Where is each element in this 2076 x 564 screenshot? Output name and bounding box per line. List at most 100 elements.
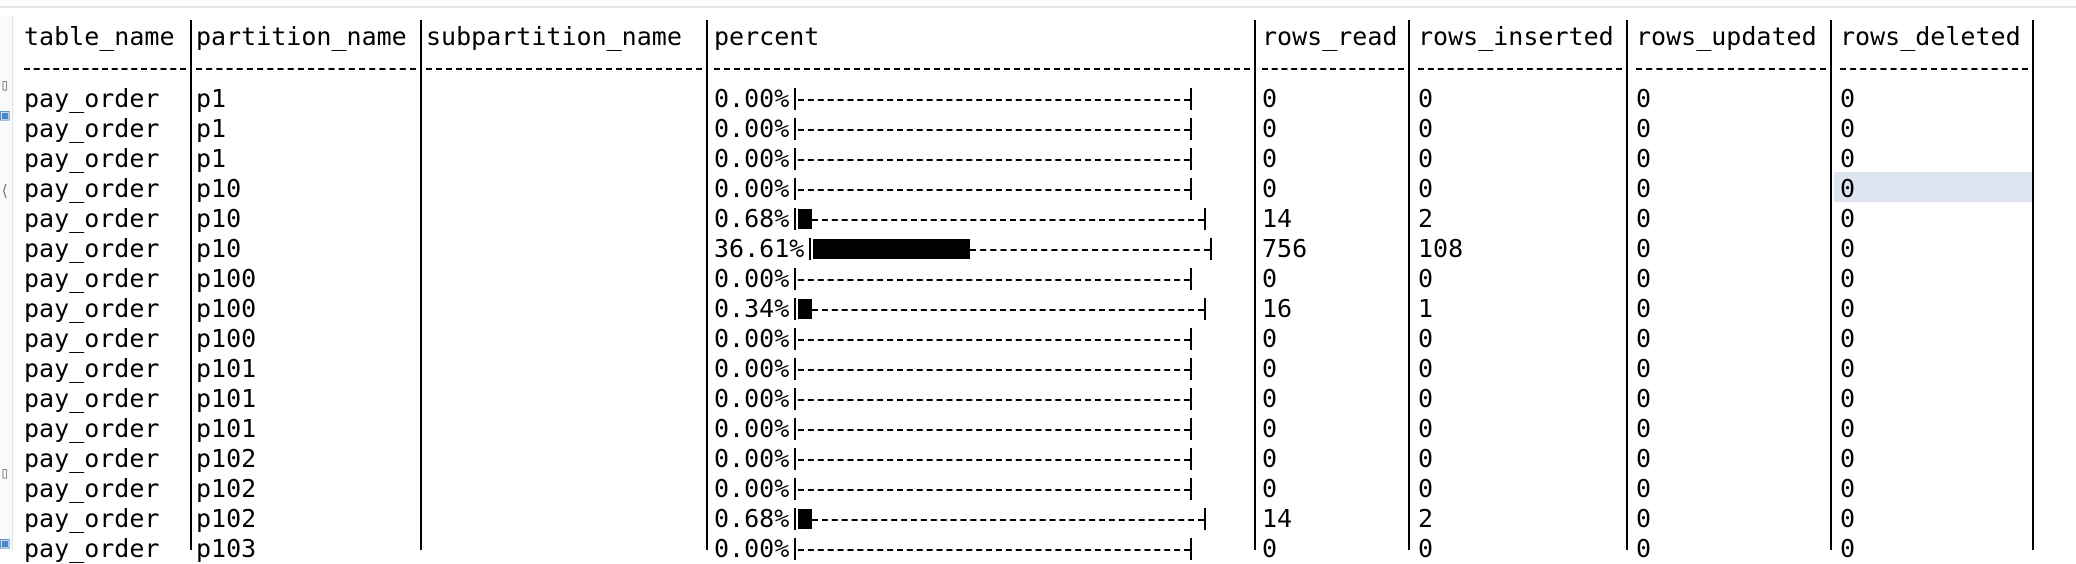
column-header-subpartition-name[interactable]: subpartition_name bbox=[426, 22, 682, 51]
rows-read-cell[interactable]: 0 bbox=[1262, 534, 1278, 563]
column-header-rows-read[interactable]: rows_read bbox=[1262, 22, 1398, 51]
partition-name-cell[interactable]: p103 bbox=[196, 534, 257, 563]
rows-updated-cell[interactable]: 0 bbox=[1636, 114, 1652, 143]
rows-updated-cell[interactable]: 0 bbox=[1636, 324, 1652, 353]
rows-read-cell[interactable]: 0 bbox=[1262, 174, 1278, 203]
table-name-cell[interactable]: pay_order bbox=[24, 144, 160, 173]
column-header-partition-name[interactable]: partition_name bbox=[196, 22, 407, 51]
table-name-cell[interactable]: pay_order bbox=[24, 324, 160, 353]
partition-name-cell[interactable]: p1 bbox=[196, 144, 227, 173]
rows-inserted-cell[interactable]: 0 bbox=[1418, 144, 1434, 173]
rows-deleted-cell[interactable]: 0 bbox=[1840, 534, 1856, 563]
table-name-cell[interactable]: pay_order bbox=[24, 354, 160, 383]
layout-icon[interactable]: ▣ bbox=[0, 108, 10, 124]
partition-name-cell[interactable]: p100 bbox=[196, 264, 257, 293]
rows-read-cell[interactable]: 0 bbox=[1262, 264, 1278, 293]
column-header-rows-inserted[interactable]: rows_inserted bbox=[1418, 22, 1614, 51]
rows-read-cell[interactable]: 0 bbox=[1262, 474, 1278, 503]
table-name-cell[interactable]: pay_order bbox=[24, 174, 160, 203]
rows-read-cell[interactable]: 0 bbox=[1262, 114, 1278, 143]
rows-deleted-cell[interactable]: 0 bbox=[1840, 144, 1856, 173]
table-name-cell[interactable]: pay_order bbox=[24, 534, 160, 563]
rows-updated-cell[interactable]: 0 bbox=[1636, 504, 1652, 533]
table-name-cell[interactable]: pay_order bbox=[24, 504, 160, 533]
rows-deleted-cell[interactable]: 0 bbox=[1840, 114, 1856, 143]
rows-read-cell[interactable]: 0 bbox=[1262, 84, 1278, 113]
column-header-rows-updated[interactable]: rows_updated bbox=[1636, 22, 1817, 51]
rows-deleted-cell[interactable]: 0 bbox=[1840, 294, 1856, 323]
rows-inserted-cell[interactable]: 0 bbox=[1418, 444, 1434, 473]
table-name-cell[interactable]: pay_order bbox=[24, 474, 160, 503]
rows-deleted-cell[interactable]: 0 bbox=[1840, 504, 1856, 533]
rows-inserted-cell[interactable]: 0 bbox=[1418, 534, 1434, 563]
toggle-icon[interactable]: ⟨ bbox=[0, 184, 10, 200]
partition-name-cell[interactable]: p10 bbox=[196, 234, 242, 263]
rows-deleted-cell[interactable]: 0 bbox=[1840, 204, 1856, 233]
partition-name-cell[interactable]: p102 bbox=[196, 474, 257, 503]
rows-updated-cell[interactable]: 0 bbox=[1636, 234, 1652, 263]
partition-name-cell[interactable]: p1 bbox=[196, 84, 227, 113]
rows-read-cell[interactable]: 16 bbox=[1262, 294, 1293, 323]
rows-read-cell[interactable]: 0 bbox=[1262, 414, 1278, 443]
partition-name-cell[interactable]: p1 bbox=[196, 114, 227, 143]
table-name-cell[interactable]: pay_order bbox=[24, 384, 160, 413]
rows-inserted-cell[interactable]: 108 bbox=[1418, 234, 1464, 263]
partition-name-cell[interactable]: p101 bbox=[196, 414, 257, 443]
table-name-cell[interactable]: pay_order bbox=[24, 234, 160, 263]
rows-updated-cell[interactable]: 0 bbox=[1636, 144, 1652, 173]
rows-inserted-cell[interactable]: 0 bbox=[1418, 264, 1434, 293]
rows-deleted-cell[interactable]: 0 bbox=[1840, 324, 1856, 353]
rows-deleted-cell[interactable]: 0 bbox=[1840, 264, 1856, 293]
rows-updated-cell[interactable]: 0 bbox=[1636, 84, 1652, 113]
rows-inserted-cell[interactable]: 0 bbox=[1418, 114, 1434, 143]
rows-read-cell[interactable]: 0 bbox=[1262, 324, 1278, 353]
partition-name-cell[interactable]: p101 bbox=[196, 354, 257, 383]
partition-name-cell[interactable]: p102 bbox=[196, 444, 257, 473]
layout-icon[interactable]: ▣ bbox=[0, 536, 10, 552]
rows-updated-cell[interactable]: 0 bbox=[1636, 294, 1652, 323]
partition-name-cell[interactable]: p10 bbox=[196, 174, 242, 203]
table-name-cell[interactable]: pay_order bbox=[24, 84, 160, 113]
rows-updated-cell[interactable]: 0 bbox=[1636, 534, 1652, 563]
rows-deleted-cell[interactable]: 0 bbox=[1840, 234, 1856, 263]
rows-inserted-cell[interactable]: 1 bbox=[1418, 294, 1434, 323]
rows-deleted-cell[interactable]: 0 bbox=[1840, 414, 1856, 443]
rows-deleted-cell[interactable]: 0 bbox=[1840, 474, 1856, 503]
rows-updated-cell[interactable]: 0 bbox=[1636, 444, 1652, 473]
rows-inserted-cell[interactable]: 0 bbox=[1418, 84, 1434, 113]
rows-updated-cell[interactable]: 0 bbox=[1636, 204, 1652, 233]
column-header-percent[interactable]: percent bbox=[714, 22, 820, 51]
rows-read-cell[interactable]: 14 bbox=[1262, 504, 1293, 533]
table-name-cell[interactable]: pay_order bbox=[24, 444, 160, 473]
rows-deleted-cell[interactable]: 0 bbox=[1840, 84, 1856, 113]
rows-updated-cell[interactable]: 0 bbox=[1636, 474, 1652, 503]
rows-read-cell[interactable]: 756 bbox=[1262, 234, 1308, 263]
rows-updated-cell[interactable]: 0 bbox=[1636, 414, 1652, 443]
rows-deleted-cell[interactable]: 0 bbox=[1840, 354, 1856, 383]
rows-inserted-cell[interactable]: 0 bbox=[1418, 354, 1434, 383]
column-header-table-name[interactable]: table_name bbox=[24, 22, 175, 51]
table-name-cell[interactable]: pay_order bbox=[24, 204, 160, 233]
partition-name-cell[interactable]: p100 bbox=[196, 294, 257, 323]
rows-inserted-cell[interactable]: 2 bbox=[1418, 504, 1434, 533]
table-name-cell[interactable]: pay_order bbox=[24, 264, 160, 293]
table-name-cell[interactable]: pay_order bbox=[24, 294, 160, 323]
rows-updated-cell[interactable]: 0 bbox=[1636, 174, 1652, 203]
partition-name-cell[interactable]: p100 bbox=[196, 324, 257, 353]
rows-inserted-cell[interactable]: 0 bbox=[1418, 384, 1434, 413]
rows-inserted-cell[interactable]: 0 bbox=[1418, 324, 1434, 353]
rows-read-cell[interactable]: 0 bbox=[1262, 354, 1278, 383]
table-name-cell[interactable]: pay_order bbox=[24, 114, 160, 143]
rows-deleted-cell[interactable]: 0 bbox=[1840, 384, 1856, 413]
rows-read-cell[interactable]: 14 bbox=[1262, 204, 1293, 233]
partition-name-cell[interactable]: p102 bbox=[196, 504, 257, 533]
rows-deleted-cell[interactable]: 0 bbox=[1840, 444, 1856, 473]
panel-icon[interactable]: ▯ bbox=[0, 466, 10, 482]
rows-read-cell[interactable]: 0 bbox=[1262, 144, 1278, 173]
rows-updated-cell[interactable]: 0 bbox=[1636, 354, 1652, 383]
column-header-rows-deleted[interactable]: rows_deleted bbox=[1840, 22, 2021, 51]
rows-inserted-cell[interactable]: 0 bbox=[1418, 414, 1434, 443]
partition-name-cell[interactable]: p101 bbox=[196, 384, 257, 413]
partition-name-cell[interactable]: p10 bbox=[196, 204, 242, 233]
